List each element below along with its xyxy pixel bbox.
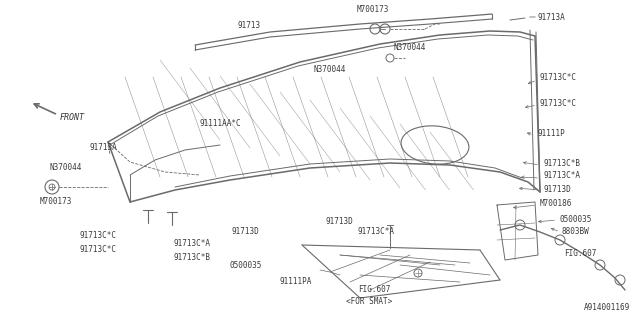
Text: 91111PA: 91111PA [279,276,312,285]
Text: M700173: M700173 [357,4,389,13]
Ellipse shape [401,126,469,164]
Text: 91713C*C: 91713C*C [80,244,117,253]
Text: FIG.607: FIG.607 [564,249,596,258]
Text: N370044: N370044 [50,163,83,172]
Text: 91713A: 91713A [538,12,566,21]
Text: A914001169: A914001169 [584,303,630,312]
Text: 91713C*A: 91713C*A [543,172,580,180]
Text: 0500035: 0500035 [560,214,593,223]
Text: 91713C*C: 91713C*C [540,100,577,108]
Text: 91713C*A: 91713C*A [357,227,394,236]
Text: N370044: N370044 [314,66,346,75]
Text: 91713C*B: 91713C*B [174,252,211,261]
Text: 8803BW: 8803BW [562,228,589,236]
Text: 0500035: 0500035 [229,260,261,269]
Text: M700173: M700173 [40,197,72,206]
Text: 91713D: 91713D [325,218,353,227]
Text: 91111P: 91111P [537,129,564,138]
Text: 91713: 91713 [238,21,261,30]
Text: N370044: N370044 [393,43,426,52]
Text: 91713D: 91713D [231,227,259,236]
Text: 91713C*C: 91713C*C [540,74,577,83]
Text: 91713C*A: 91713C*A [174,239,211,249]
Text: 91713A: 91713A [90,143,118,153]
Text: 91713C*B: 91713C*B [543,158,580,167]
Text: 91713D: 91713D [543,185,571,194]
Text: FIG.607: FIG.607 [358,285,390,294]
Text: M700186: M700186 [540,199,572,209]
Text: 91713C*C: 91713C*C [80,231,117,241]
Text: <FOR SMAT>: <FOR SMAT> [346,298,392,307]
Text: FRONT: FRONT [60,113,85,122]
Text: 91111AA*C: 91111AA*C [200,118,242,127]
